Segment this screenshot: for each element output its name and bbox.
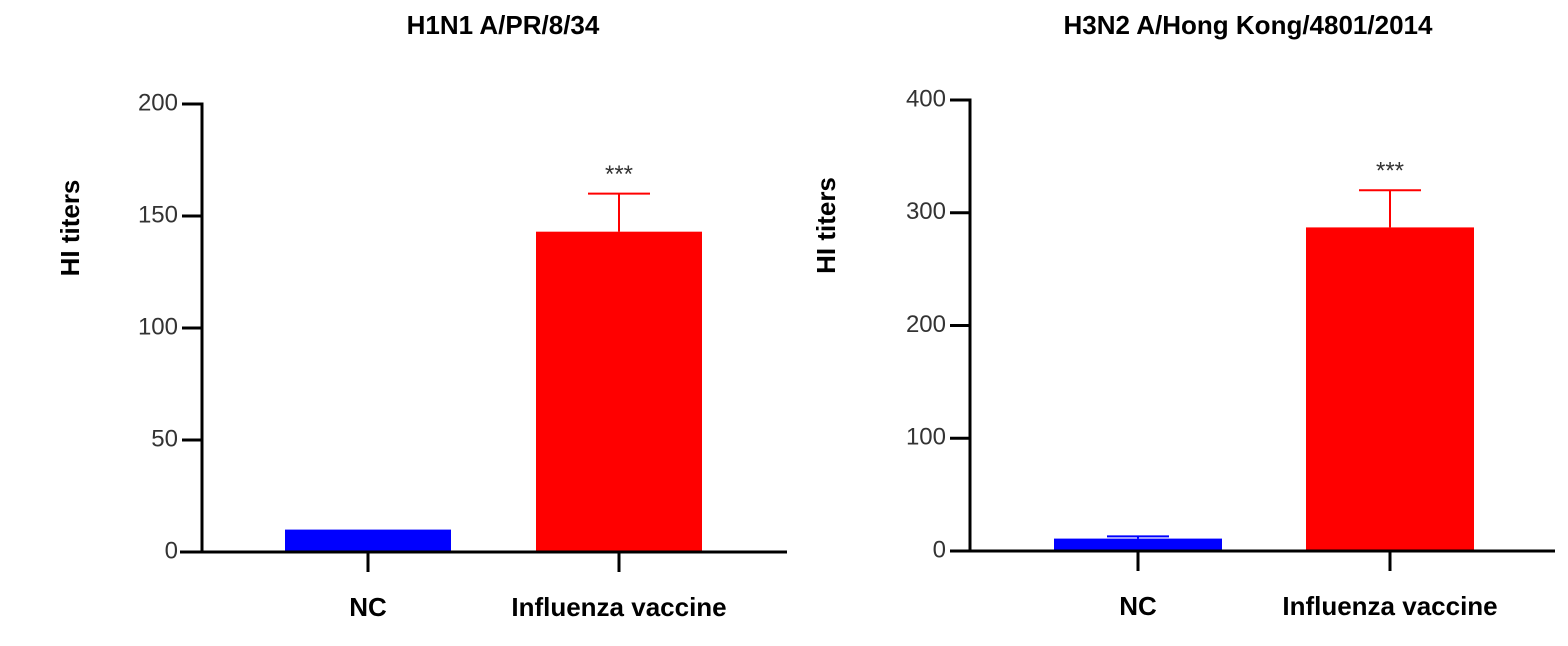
- y-tick-label: 200: [138, 89, 178, 116]
- x-tick-label: Influenza vaccine: [511, 592, 726, 622]
- y-tick-label: 0: [933, 536, 946, 563]
- y-tick-label: 0: [165, 537, 178, 564]
- y-tick-label: 150: [138, 201, 178, 228]
- y-tick-label: 50: [151, 425, 178, 452]
- x-tick-label: Influenza vaccine: [1282, 591, 1497, 621]
- bar: [536, 231, 702, 552]
- y-tick-label: 200: [906, 311, 946, 338]
- bar: [1306, 227, 1474, 551]
- significance: ***: [1376, 158, 1404, 185]
- y-axis-label: HI titers: [55, 180, 85, 277]
- y-tick-label: 100: [138, 313, 178, 340]
- y-tick-label: 100: [906, 424, 946, 451]
- chart-title: H1N1 A/PR/8/34: [407, 10, 600, 40]
- bar: [285, 529, 451, 552]
- bar: [1054, 538, 1222, 551]
- chart-title: H3N2 A/Hong Kong/4801/2014: [1064, 10, 1433, 40]
- x-tick-label: NC: [349, 592, 387, 622]
- x-tick-label: NC: [1119, 591, 1157, 621]
- y-tick-label: 400: [906, 85, 946, 112]
- y-tick-label: 300: [906, 198, 946, 225]
- significance: ***: [605, 161, 633, 188]
- y-axis-label: HI titers: [811, 177, 841, 274]
